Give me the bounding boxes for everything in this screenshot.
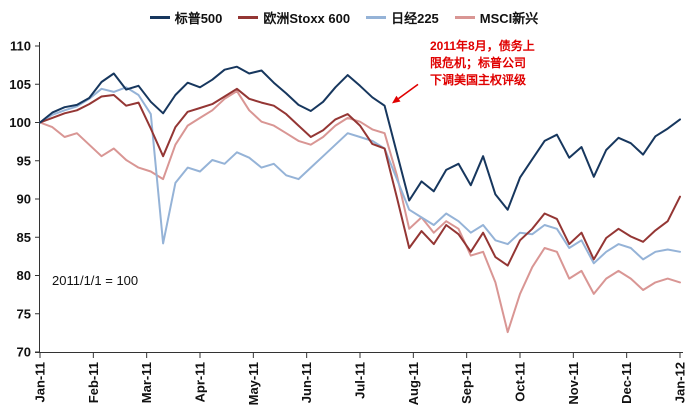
legend-line-marker	[454, 15, 475, 19]
series-line	[39, 86, 681, 265]
legend-label: 日经225	[391, 10, 439, 26]
y-axis-label: 95	[17, 153, 31, 168]
annotation-line-1: 2011年8月，债务上	[430, 39, 535, 53]
x-axis-label: Nov-11	[566, 362, 581, 405]
y-axis-label: 100	[9, 115, 31, 130]
legend-line-marker	[149, 15, 170, 19]
x-axis-label: Apr-11	[193, 362, 208, 402]
annotation-arrow	[397, 83, 419, 100]
x-axis-label: Dec-11	[619, 362, 634, 404]
legend-line-marker	[238, 15, 259, 19]
x-axis-label: Sep-11	[459, 362, 474, 404]
x-axis-label: Oct-11	[513, 362, 528, 402]
legend-item: 欧洲Stoxx 600	[238, 8, 350, 27]
baseline-note: 2011/1/1 = 100	[52, 273, 139, 288]
series-line	[39, 65, 681, 211]
legend-label: 标普500	[174, 10, 223, 26]
chart-legend: 标普500 欧洲Stoxx 600 日经225 MSCI新兴	[0, 6, 688, 28]
x-axis-label: Feb-11	[86, 362, 101, 403]
legend-label: 欧洲Stoxx 600	[263, 10, 351, 26]
x-axis-label: Jul-11	[353, 362, 368, 399]
legend-item: 标普500	[149, 8, 223, 27]
annotation-text: 2011年8月，债务上 限危机；标普公司 下调美国主权评级	[430, 38, 535, 89]
series-line	[39, 87, 681, 267]
y-axis-label: 85	[17, 230, 31, 245]
legend-item: 日经225	[366, 8, 439, 27]
series-line	[39, 90, 681, 334]
legend-label: MSCI新兴	[479, 10, 539, 26]
y-axis-label: 70	[17, 345, 31, 360]
y-axis-label: 75	[17, 306, 31, 321]
x-axis-label: Jan-12	[673, 362, 688, 403]
y-axis-label: 80	[17, 268, 31, 283]
legend-line-marker	[366, 15, 387, 19]
legend-item: MSCI新兴	[454, 8, 539, 27]
x-axis-label: Jan-11	[33, 362, 48, 402]
x-axis-label: Mar-11	[139, 362, 154, 403]
x-axis-label: Jun-11	[299, 362, 314, 403]
annotation-line-3: 下调美国主权评级	[430, 73, 527, 87]
x-axis-label: Aug-11	[406, 362, 421, 405]
y-axis-label: 105	[9, 77, 31, 92]
annotation-arrowhead	[392, 95, 401, 104]
annotation-line-2: 限危机；标普公司	[430, 56, 527, 70]
y-axis-label: 90	[17, 192, 31, 207]
x-axis-label: May-11	[246, 362, 261, 405]
y-axis-label: 110	[10, 39, 31, 54]
